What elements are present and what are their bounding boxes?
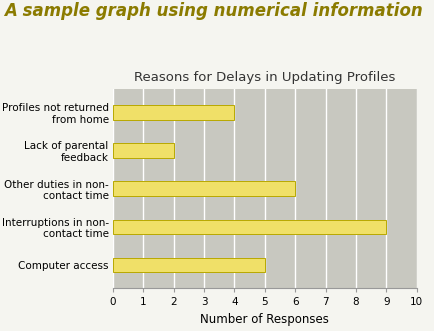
Bar	[113, 181, 295, 196]
Bar	[113, 219, 386, 234]
Title: Reasons for Delays in Updating Profiles: Reasons for Delays in Updating Profiles	[134, 71, 395, 84]
Text: A sample graph using numerical information: A sample graph using numerical informati…	[4, 2, 423, 20]
X-axis label: Number of Responses: Number of Responses	[201, 312, 329, 326]
Bar	[113, 105, 234, 119]
Bar	[113, 258, 265, 272]
Bar	[113, 143, 174, 158]
